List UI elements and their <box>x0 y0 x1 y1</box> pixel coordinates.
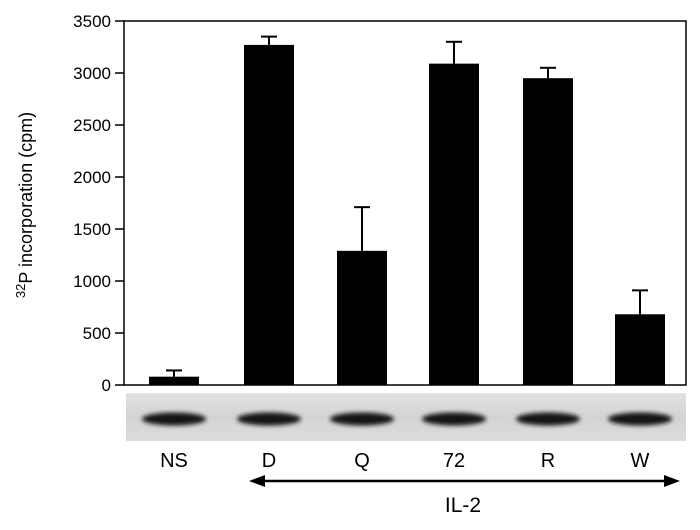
y-tick-label: 2500 <box>73 116 111 135</box>
blot-band-72 <box>422 412 486 426</box>
category-labels: NS D Q 72 R W <box>160 450 649 472</box>
il2-bracket <box>249 475 680 487</box>
category-label-D: D <box>262 450 276 472</box>
y-tick-label: 1000 <box>73 272 111 291</box>
category-label-NS: NS <box>160 450 188 472</box>
blot-band-W <box>608 412 672 426</box>
blot-strip <box>126 393 686 441</box>
blot-band-Q <box>330 412 394 426</box>
y-axis-ticks: 0 500 1000 1500 2000 2500 3000 3500 <box>73 12 124 395</box>
bar-D <box>244 44 294 386</box>
category-label-R: R <box>541 450 555 472</box>
y-axis-label-superscript: 32 <box>13 284 28 298</box>
category-label-Q: Q <box>354 450 370 472</box>
category-label-72: 72 <box>443 450 465 472</box>
bar-Q <box>337 250 387 385</box>
svg-text:32P incorporation (cpm): 32P incorporation (cpm) <box>13 112 36 298</box>
bracket-arrow-right <box>664 475 680 487</box>
blot-band-R <box>516 412 580 426</box>
bar-NS <box>149 376 199 385</box>
blot-bands <box>142 412 672 426</box>
y-tick-label: 2000 <box>73 168 111 187</box>
bars <box>149 44 665 386</box>
y-tick-label: 0 <box>102 376 111 395</box>
y-axis-label-text: P incorporation (cpm) <box>16 112 36 284</box>
bar-R <box>523 78 573 385</box>
il2-label: IL-2 <box>445 494 481 517</box>
blot-band-NS <box>142 412 206 426</box>
error-bars <box>166 35 648 377</box>
bar-72 <box>429 63 479 385</box>
plot-frame <box>123 20 687 386</box>
y-tick-label: 3500 <box>73 12 111 31</box>
blot-band-D <box>237 412 301 426</box>
y-tick-label: 500 <box>83 324 111 343</box>
category-label-W: W <box>631 450 650 472</box>
y-axis-label: 32P incorporation (cpm) <box>13 112 36 298</box>
bar-W <box>615 314 665 385</box>
blot-strip-background <box>126 393 686 441</box>
y-tick-label: 1500 <box>73 220 111 239</box>
y-tick-label: 3000 <box>73 64 111 83</box>
bracket-arrow-left <box>249 475 265 487</box>
